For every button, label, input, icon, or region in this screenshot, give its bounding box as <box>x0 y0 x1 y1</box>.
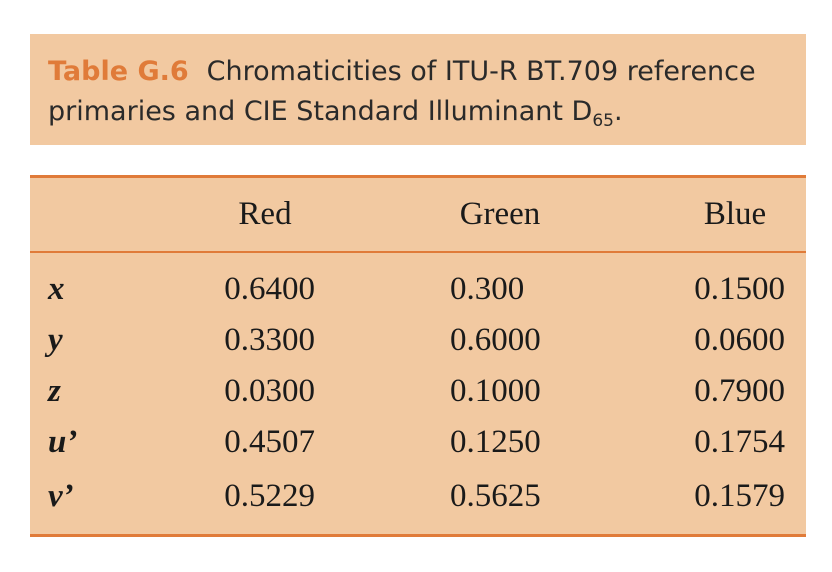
cell: 0.0600 <box>694 322 785 358</box>
cell: 0.6400 <box>224 271 315 307</box>
cell: 0.5625 <box>450 478 541 514</box>
cell: 0.1754 <box>694 424 785 460</box>
row-label: x <box>48 271 65 307</box>
caption-end: . <box>613 96 623 127</box>
table: Red Green Blue x 0.6400 0.300 0.1500 y 0.3300 0.6… <box>30 175 806 537</box>
caption-label: Table G.6 <box>48 56 189 87</box>
cell: 0.1579 <box>694 478 785 514</box>
cell: 0.1500 <box>694 271 785 307</box>
row-label: u’ <box>48 424 78 460</box>
row-label: z <box>48 373 61 409</box>
row-label: v’ <box>48 478 74 514</box>
cell: 0.7900 <box>694 373 785 409</box>
column-header: Red <box>238 196 292 232</box>
column-header: Blue <box>703 196 767 232</box>
header-rule <box>30 251 806 253</box>
cell: 0.1250 <box>450 424 541 460</box>
cell: 0.300 <box>450 271 525 307</box>
row-label: y <box>48 322 63 358</box>
caption: Table G.6 Chromaticities of ITU-R BT.709 … <box>30 34 806 145</box>
cell: 0.3300 <box>224 322 315 358</box>
column-header: Green <box>459 196 541 232</box>
cell: 0.6000 <box>450 322 541 358</box>
caption-subscript: 65 <box>592 111 614 131</box>
cell: 0.5229 <box>224 478 315 514</box>
cell: 0.0300 <box>224 373 315 409</box>
cell: 0.1000 <box>450 373 541 409</box>
cell: 0.4507 <box>224 424 315 460</box>
caption-text: Chromaticities of ITU-R BT.709 reference… <box>48 56 756 127</box>
